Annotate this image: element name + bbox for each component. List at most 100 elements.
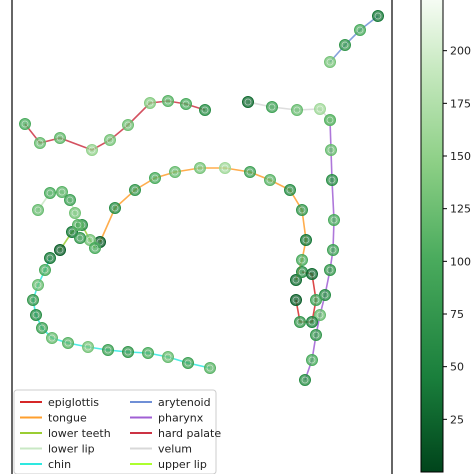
legend-label-pharynx: pharynx bbox=[158, 412, 204, 425]
data-point-pharynx bbox=[319, 289, 331, 301]
colorbar-tick-label: 50 bbox=[450, 361, 464, 374]
data-point-ring-tongue bbox=[266, 176, 274, 184]
data-point-ring-hard-palate bbox=[201, 106, 209, 114]
data-point-ring-arytenoid bbox=[326, 58, 334, 66]
legend-label-chin: chin bbox=[48, 458, 71, 471]
data-point-chin bbox=[44, 252, 56, 264]
data-point-epiglottis bbox=[294, 316, 306, 328]
legend-label-epiglottis: epiglottis bbox=[48, 396, 99, 409]
data-point-ring-arytenoid bbox=[356, 26, 364, 34]
data-point-ring-chin bbox=[104, 346, 112, 354]
data-point-arytenoid bbox=[354, 24, 366, 36]
data-point-chin bbox=[30, 309, 42, 321]
data-point-arytenoid bbox=[372, 10, 384, 22]
data-point-epiglottis bbox=[290, 294, 302, 306]
legend-label-lower-teeth: lower teeth bbox=[48, 427, 111, 440]
data-point-hard-palate bbox=[199, 104, 211, 116]
data-point-ring-lower-teeth bbox=[56, 246, 64, 254]
data-point-tongue bbox=[284, 184, 296, 196]
data-point-ring-chin bbox=[29, 296, 37, 304]
data-point-ring-arytenoid bbox=[341, 41, 349, 49]
data-point-ring-tongue bbox=[111, 204, 119, 212]
data-point-lower-teeth bbox=[89, 242, 101, 254]
data-point-velum bbox=[314, 103, 326, 115]
data-point-hard-palate bbox=[104, 134, 116, 146]
legend-label-hard-palate: hard palate bbox=[158, 427, 221, 440]
data-point-ring-epiglottis bbox=[296, 318, 304, 326]
data-point-ring-tongue bbox=[292, 276, 300, 284]
data-point-pharynx bbox=[306, 354, 318, 366]
data-point-hard-palate bbox=[54, 132, 66, 144]
colorbar-tick-label: 100 bbox=[450, 255, 471, 268]
data-point-velum bbox=[291, 104, 303, 116]
data-point-ring-tongue bbox=[298, 256, 306, 264]
legend-box bbox=[13, 389, 217, 474]
data-point-chin bbox=[32, 279, 44, 291]
data-point-hard-palate bbox=[86, 144, 98, 156]
data-point-chin bbox=[62, 337, 74, 349]
data-point-lower-lip bbox=[74, 232, 86, 244]
legend-label-arytenoid: arytenoid bbox=[158, 396, 211, 409]
data-point-ring-chin bbox=[34, 281, 42, 289]
legend-label-lower-lip: lower lip bbox=[48, 443, 95, 456]
data-point-ring-lower-lip bbox=[76, 234, 84, 242]
data-point-ring-epiglottis bbox=[292, 296, 300, 304]
series-line-arytenoid bbox=[329, 15, 379, 63]
data-point-tongue bbox=[219, 162, 231, 174]
data-point-lower-lip bbox=[72, 219, 84, 231]
data-point-ring-chin bbox=[164, 353, 172, 361]
data-point-ring-lower-teeth bbox=[91, 244, 99, 252]
data-point-pharynx bbox=[310, 329, 322, 341]
data-point-ring-hard-palate bbox=[106, 136, 114, 144]
data-point-ring-hard-palate bbox=[21, 120, 29, 128]
data-point-arytenoid bbox=[324, 56, 336, 68]
data-point-epiglottis bbox=[310, 294, 322, 306]
data-point-ring-pharynx bbox=[329, 246, 337, 254]
series-line-hard-palate bbox=[24, 100, 206, 151]
colorbar-tick-label: 125 bbox=[450, 203, 471, 216]
data-point-ring-hard-palate bbox=[88, 146, 96, 154]
legend-label-tongue: tongue bbox=[48, 412, 87, 425]
data-point-ring-chin bbox=[206, 364, 214, 372]
data-point-tongue bbox=[300, 234, 312, 246]
data-point-chin bbox=[82, 341, 94, 353]
data-point-lower-lip bbox=[69, 207, 81, 219]
data-point-ring-tongue bbox=[246, 168, 254, 176]
colorbar-gradient bbox=[420, 0, 444, 473]
colorbar-tick-label: 200 bbox=[450, 45, 471, 58]
data-point-ring-lower-lip bbox=[58, 188, 66, 196]
data-point-velum bbox=[266, 101, 278, 113]
data-point-ring-lower-teeth bbox=[86, 236, 94, 244]
data-point-ring-pharynx bbox=[327, 146, 335, 154]
data-point-ring-lower-lip bbox=[71, 209, 79, 217]
data-point-tongue bbox=[264, 174, 276, 186]
data-point-tongue bbox=[129, 184, 141, 196]
data-point-ring-tongue bbox=[286, 186, 294, 194]
data-point-chin bbox=[39, 264, 51, 276]
data-point-ring-chin bbox=[32, 311, 40, 319]
data-point-ring-velum bbox=[244, 98, 252, 106]
data-point-hard-palate bbox=[144, 97, 156, 109]
data-point-ring-chin bbox=[184, 359, 192, 367]
data-point-ring-hard-palate bbox=[56, 134, 64, 142]
data-point-hard-palate bbox=[162, 95, 174, 107]
data-point-chin bbox=[122, 346, 134, 358]
data-point-ring-epiglottis bbox=[308, 318, 316, 326]
data-point-tongue bbox=[194, 162, 206, 174]
data-point-ring-hard-palate bbox=[146, 99, 154, 107]
data-point-chin bbox=[36, 322, 48, 334]
data-point-ring-tongue bbox=[151, 174, 159, 182]
data-point-tongue bbox=[149, 172, 161, 184]
data-point-pharynx bbox=[328, 214, 340, 226]
data-point-chin bbox=[102, 344, 114, 356]
data-point-pharynx bbox=[326, 174, 338, 186]
data-point-hard-palate bbox=[180, 98, 192, 110]
data-point-ring-hard-palate bbox=[164, 97, 172, 105]
data-point-ring-hard-palate bbox=[124, 121, 132, 129]
data-point-pharynx bbox=[299, 374, 311, 386]
data-point-hard-palate bbox=[34, 137, 46, 149]
data-point-ring-velum bbox=[316, 105, 324, 113]
data-point-ring-pharynx bbox=[308, 356, 316, 364]
data-point-pharynx bbox=[314, 309, 326, 321]
data-point-ring-chin bbox=[124, 348, 132, 356]
